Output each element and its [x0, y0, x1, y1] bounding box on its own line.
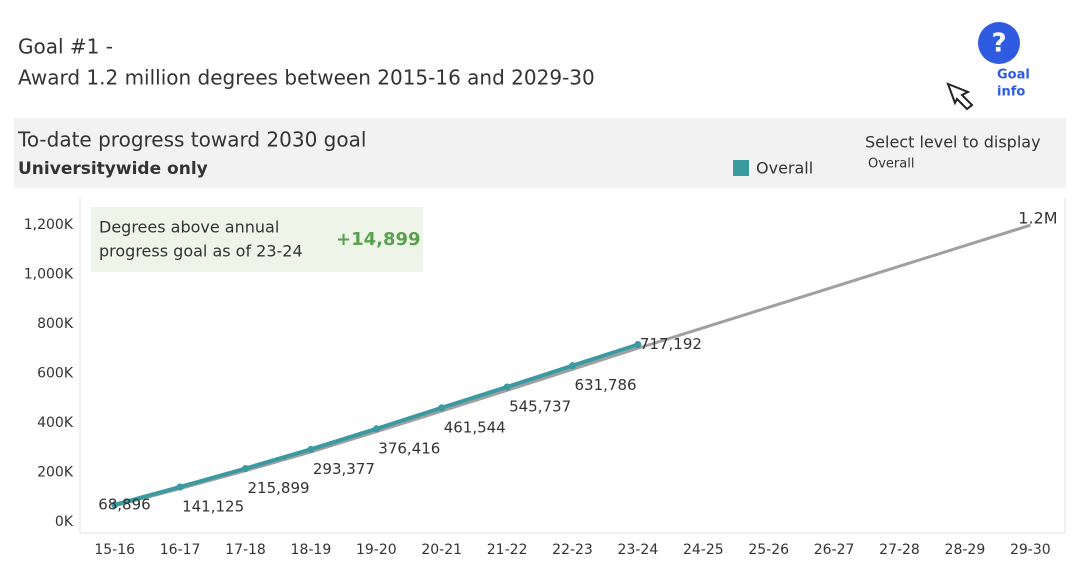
x-tick-label: 17-18	[225, 542, 266, 558]
info-text[interactable]: info	[997, 85, 1025, 100]
x-tick-label: 28-29	[945, 542, 986, 558]
x-tick-label: 23-24	[618, 542, 659, 558]
x-tick-label: 21-22	[487, 542, 528, 558]
point	[242, 464, 249, 472]
point	[176, 483, 184, 491]
point	[111, 501, 119, 509]
info-circle[interactable]	[978, 22, 1020, 64]
data-label: 631,786	[575, 376, 637, 394]
x-tick-label: 22-23	[552, 542, 593, 558]
info-icon[interactable]: ?	[991, 29, 1006, 59]
goal-line	[114, 223, 1031, 508]
annotation-value: +14,899	[336, 229, 421, 250]
y-tick-label: 400K	[37, 415, 74, 431]
point	[307, 445, 315, 453]
data-label: 215,899	[248, 479, 310, 497]
x-tick-label: 19-20	[356, 542, 397, 558]
goal-end-label: 1.2M	[1018, 209, 1057, 228]
legend-label: Overall	[756, 159, 813, 178]
series-line	[114, 342, 639, 507]
y-tick-label: 600K	[37, 366, 74, 382]
y-tick-label: 800K	[37, 316, 74, 332]
point	[438, 404, 446, 412]
annotation-text: Degrees above annual	[99, 218, 279, 237]
point	[503, 383, 511, 391]
annotation-box	[91, 207, 423, 272]
data-label: 141,125	[182, 497, 244, 515]
goal-info-button[interactable]: ? Goal info	[946, 22, 1030, 111]
data-label: 376,416	[378, 439, 440, 457]
cursor-icon	[946, 82, 974, 111]
x-tick-label: 26-27	[814, 542, 855, 558]
y-tick-label: 200K	[37, 464, 74, 480]
selector-value[interactable]: Overall	[868, 157, 914, 172]
panel-subtitle: Universitywide only	[18, 159, 208, 179]
annotation-text: progress goal as of 23-24	[99, 242, 303, 261]
panel-title: To-date progress toward 2030 goal	[17, 128, 366, 152]
data-label: 545,737	[509, 397, 571, 415]
point	[569, 362, 576, 370]
y-tick-label: 1,000K	[24, 267, 74, 283]
data-label: 717,192	[640, 335, 702, 353]
x-tick-label: 24-25	[683, 542, 724, 558]
panel-header	[14, 118, 1066, 188]
title: Goal #1 -	[18, 35, 113, 59]
data-label: 68,896	[98, 495, 151, 513]
x-tick-label: 16-17	[160, 542, 201, 558]
title: Award 1.2 million degrees between 2015-1…	[18, 66, 595, 90]
x-tick-label: 27-28	[879, 542, 920, 558]
data-label: 293,377	[313, 460, 375, 478]
x-tick-label: 20-21	[421, 542, 462, 558]
info-text[interactable]: Goal	[997, 68, 1030, 83]
y-tick-label: 1,200K	[24, 217, 74, 233]
x-tick-label: 25-26	[748, 542, 789, 558]
x-tick-label: 18-19	[291, 542, 332, 558]
y-tick-label: 0K	[55, 514, 74, 530]
selector-label: Select level to display	[865, 133, 1041, 152]
legend-swatch	[733, 160, 749, 176]
point	[634, 341, 642, 349]
point	[372, 425, 380, 433]
x-tick-label: 29-30	[1010, 542, 1051, 558]
data-label: 461,544	[444, 418, 506, 436]
x-tick-label: 15-16	[94, 542, 135, 558]
